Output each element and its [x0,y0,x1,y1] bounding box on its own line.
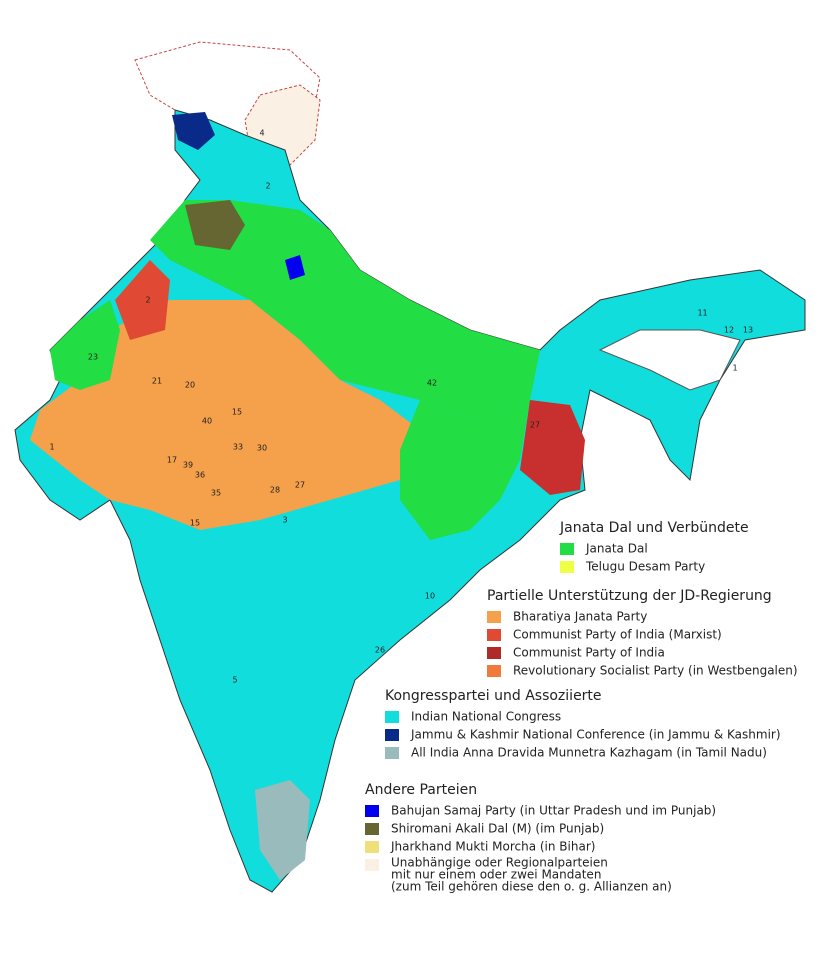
map-label: 35 [211,489,221,498]
legend-label: Unabhängige oder Regionalparteien [391,856,608,870]
map-label: 30 [257,444,267,453]
map-label: 36 [195,471,205,480]
legend-swatch [365,805,379,817]
legend-swatch [365,823,379,835]
map-label: 1 [702,309,707,318]
map-label: 39 [183,461,193,470]
map-label: 27 [530,421,540,430]
legend-swatch [487,629,501,641]
legend-label: Communist Party of India (Marxist) [513,628,722,642]
map-label: 33 [233,443,243,452]
map-label: 27 [295,481,305,490]
map-label: 4 [259,129,264,138]
legend-swatch [385,729,399,741]
legend-swatch [365,859,379,871]
map-label: 15 [190,519,200,528]
legend-label: mit nur einem oder zwei Mandaten [391,868,601,882]
aiadmk [255,780,310,880]
ne-white [598,329,741,391]
legend-label: Jharkhand Mukti Morcha (in Bihar) [390,840,595,854]
legend-swatch [385,747,399,759]
map-label: 2 [265,182,270,191]
map-label: 15 [232,408,242,417]
map-label: 26 [375,646,385,655]
map-label: 28 [270,486,280,495]
legend-heading: Andere Parteien [365,782,477,798]
map-label: 42 [427,379,437,388]
map-label: 1 [732,364,737,373]
legend-label: All India Anna Dravida Munnetra Kazhagam… [411,746,767,760]
map-shapes [14,41,806,893]
legend-swatch [487,611,501,623]
jd-north [150,200,540,420]
legend-swatch [365,841,379,853]
legend-swatch [487,665,501,677]
legend-heading: Partielle Unterstützung der JD-Regierung [487,588,772,604]
map-label: 40 [202,417,212,426]
map-label: 3 [282,516,287,525]
legend-label: Communist Party of India [513,646,665,660]
legend-label: Revolutionary Socialist Party (in Westbe… [513,664,798,678]
jd-east [400,400,530,540]
legend-label: Bahujan Samaj Party (in Uttar Pradesh un… [391,804,716,818]
bsp-up [285,255,305,280]
map-label: 1 [49,443,54,452]
map-label: 21 [152,377,162,386]
legend-swatch [487,647,501,659]
cpim-west [115,260,170,340]
legend-label: (zum Teil gehören diese den o. g. Allian… [391,880,672,894]
legend-heading: Kongresspartei und Assoziierte [385,688,602,704]
legend-heading: Janata Dal und Verbündete [559,520,749,536]
sad-punjab [185,200,245,250]
legend-swatch [385,711,399,723]
map-label: 5 [232,676,237,685]
legend-label: Bharatiya Janata Party [513,610,647,624]
legend-label: Indian National Congress [411,710,561,724]
map-label: 12 [724,326,734,335]
cpim-bengal [520,400,585,495]
legend-swatch [560,543,574,555]
legend-label: Jammu & Kashmir National Conference (in … [410,728,781,742]
map-label: 13 [743,326,753,335]
legend-label: Shiromani Akali Dal (M) (im Punjab) [391,822,604,836]
jd-west [50,300,120,390]
jkn [172,112,215,150]
map-label: 23 [88,353,98,362]
map-label: 10 [425,592,435,601]
map-label: 20 [185,381,195,390]
legend-swatch [560,561,574,573]
bjp-central [30,300,420,530]
map-label: 2 [145,296,150,305]
map-label: 17 [167,456,177,465]
map-label: 1 [697,309,702,318]
legend-label: Telugu Desam Party [585,560,705,574]
legend-label: Janata Dal [585,542,648,556]
